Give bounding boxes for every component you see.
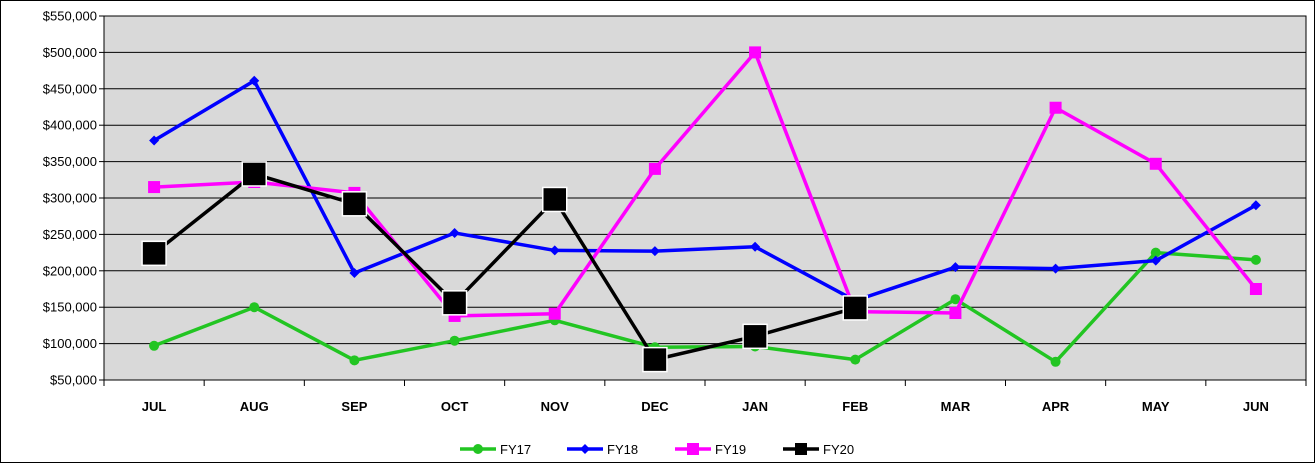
x-tick-label: FEB [842,399,868,414]
x-tick-label: JUN [1243,399,1269,414]
y-tick-label: $550,000 [43,9,97,24]
legend-item-fy19: FY19 [675,442,746,457]
series-line-fy18 [153,79,1257,303]
x-tick-label: AUG [240,399,269,414]
x-tick-label: MAR [941,399,971,414]
data-point-fy17 [349,355,360,366]
legend-label-fy18: FY18 [607,442,638,457]
gridlines [104,15,1306,381]
legend-label-fy19: FY19 [715,442,746,457]
legend-marker-fy19 [687,443,699,455]
data-point-fy18 [1250,200,1261,211]
data-point-fy19 [949,307,962,320]
data-point-fy17 [950,294,961,305]
legend-marker-fy20 [795,443,807,455]
data-point-fy17 [449,335,460,346]
legend-item-fy17: FY17 [460,442,531,457]
x-axis: JUL AUG SEP OCT NOV DEC JAN FEB MAR APR MAY JUN [103,380,1307,414]
x-tick-label: JUL [142,399,167,414]
x-tick-label: JAN [742,399,768,414]
y-tick-label: $200,000 [43,263,97,278]
data-point-fy19 [548,307,561,320]
data-point-fy20 [842,295,868,321]
y-axis: $50,000 $100,000 $150,000 $200,000 $250,000 $… [43,9,104,388]
data-point-fy19 [1249,283,1262,295]
series-line-fy20 [152,172,856,362]
legend-marker-fy17 [473,444,483,454]
y-tick-label: $500,000 [43,45,97,60]
data-point-fy20 [141,240,167,267]
x-tick-label: NOV [541,399,570,414]
y-tick-label: $100,000 [43,336,97,351]
data-point-fy18 [149,135,160,146]
data-point-fy20 [241,161,267,187]
series-line-fy19 [153,50,1258,318]
data-point-fy20 [441,290,468,316]
data-point-fy20 [542,186,568,213]
legend-item-fy20: FY20 [783,442,854,457]
data-point-fy17 [850,354,861,365]
data-point-fy17 [249,302,260,313]
y-tick-label: $400,000 [43,118,97,133]
x-tick-label: MAY [1142,399,1170,414]
data-point-fy18 [249,75,260,86]
data-point-fy18 [449,227,460,238]
y-tick-label: $300,000 [43,191,97,206]
x-tick-label: OCT [441,399,469,414]
y-tick-label: $450,000 [43,81,97,96]
data-point-fy17 [1150,247,1161,258]
data-point-fy18 [950,262,961,273]
series-group [141,46,1262,373]
data-point-fy19 [648,162,661,175]
data-point-fy19 [1049,101,1062,114]
data-point-fy18 [1150,255,1161,266]
data-point-fy18 [649,246,660,257]
legend-label-fy20: FY20 [823,442,854,457]
x-tick-label: APR [1042,399,1070,414]
y-tick-label: $250,000 [43,227,97,242]
data-point-fy17 [149,340,160,351]
data-point-fy20 [341,191,368,217]
data-point-fy18 [750,241,761,252]
data-point-fy19 [749,46,762,59]
data-point-fy18 [349,267,360,278]
legend-marker-fy18 [580,444,590,454]
y-tick-label: $50,000 [50,373,97,388]
data-point-fy19 [1149,157,1162,170]
y-tick-label: $150,000 [43,300,97,315]
y-tick-label: $350,000 [43,154,97,169]
series-fy18 [149,75,1261,306]
data-point-fy17 [1250,254,1261,265]
series-fy20 [141,161,868,373]
x-tick-label: DEC [641,399,669,414]
data-point-fy18 [1050,263,1061,274]
data-point-fy20 [742,323,768,350]
data-point-fy18 [549,245,560,256]
series-fy19 [148,46,1262,322]
legend-label-fy17: FY17 [500,442,531,457]
legend: FY17 FY18 FY19 FY20 [460,442,854,457]
data-point-fy17 [1050,356,1061,367]
x-tick-label: SEP [341,399,367,414]
data-point-fy19 [148,181,161,194]
legend-item-fy18: FY18 [567,442,638,457]
data-point-fy20 [642,346,668,373]
